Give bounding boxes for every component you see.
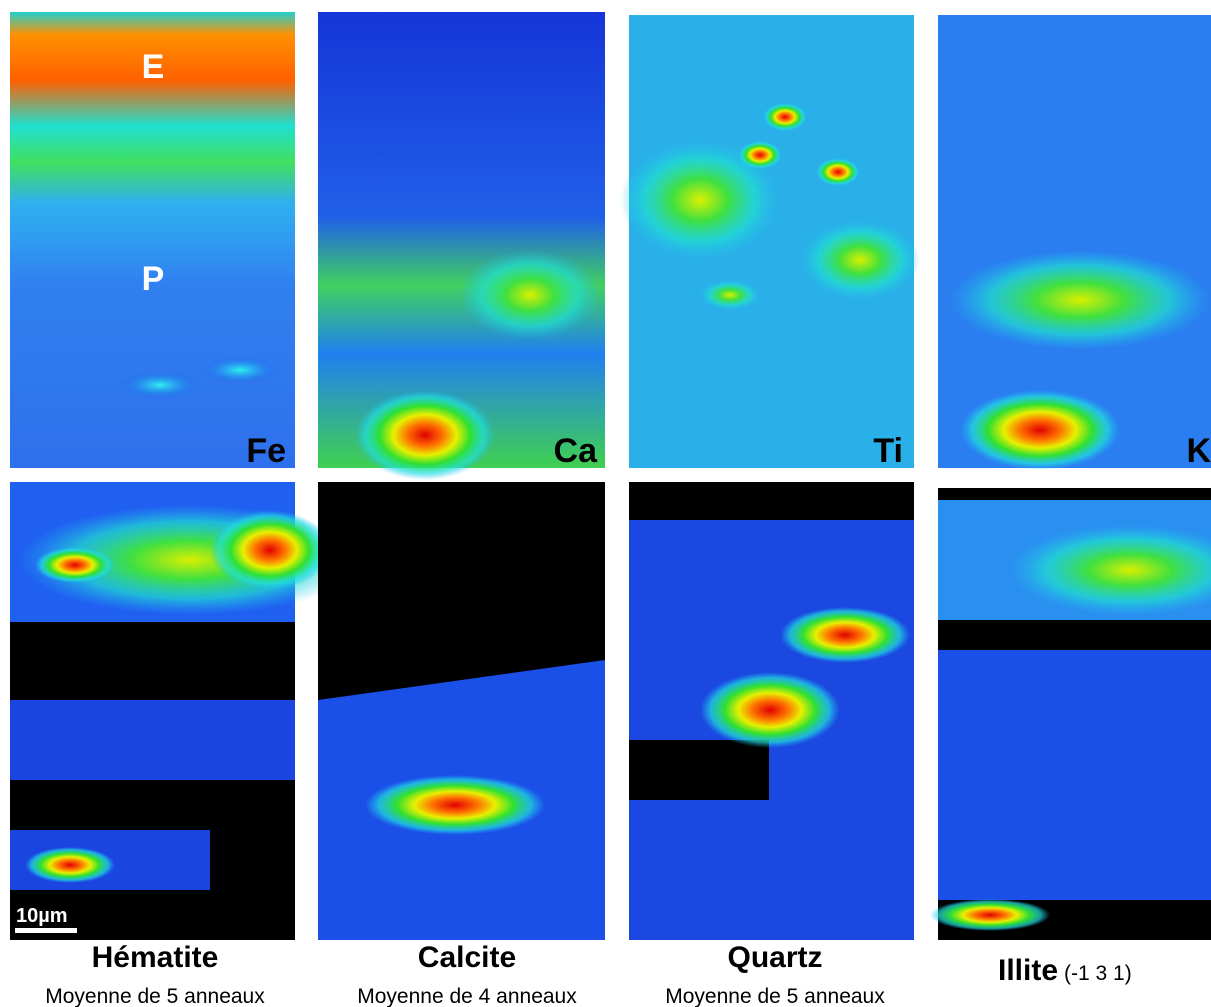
map-spot — [365, 775, 545, 835]
map-spot — [816, 158, 860, 186]
map-band — [938, 650, 1211, 900]
map-k — [938, 15, 1211, 468]
map-spot — [763, 103, 807, 131]
mineral-name: Quartz — [727, 941, 822, 974]
map-spot — [460, 250, 600, 340]
mineral-name: Hématite — [92, 941, 219, 974]
maps — [10, 12, 1211, 940]
map-spot — [200, 356, 280, 384]
map-ca — [318, 12, 605, 468]
element-label: Ca — [554, 432, 599, 470]
map-spot — [738, 141, 782, 169]
map-spot — [210, 510, 330, 590]
map-spot — [700, 280, 760, 310]
map-spot — [960, 390, 1120, 470]
scale-bar — [15, 928, 77, 933]
map-spot — [620, 140, 780, 260]
map-band — [10, 700, 295, 780]
map-spot — [35, 547, 115, 583]
zone-label: E — [142, 48, 165, 86]
element-label: Ti — [873, 432, 903, 470]
map-spot — [700, 672, 840, 748]
map-spot — [930, 899, 1050, 931]
map-spot — [355, 390, 495, 480]
element-label: Fe — [246, 432, 286, 470]
mineral-indices: (-1 3 1) — [1064, 962, 1132, 985]
map-spot — [780, 607, 910, 663]
element-label: K — [1186, 432, 1211, 470]
map-band — [629, 740, 769, 800]
map-spot — [1010, 525, 1211, 615]
mineral-note: Moyenne de 5 anneaux — [45, 985, 265, 1007]
map-spot — [800, 220, 920, 300]
map-spot — [120, 371, 200, 399]
map-spot — [25, 847, 115, 883]
mineral-name: Illite — [998, 954, 1058, 987]
mineral-name: Calcite — [418, 941, 516, 974]
mineral-note: Moyenne de 5 anneaux — [665, 985, 885, 1007]
zone-label: P — [142, 260, 165, 298]
mineral-note: Moyenne de 4 anneaux — [357, 985, 577, 1007]
labels: E P Fe Ca Ti K 10µm Hématite Moyenne de … — [15, 48, 1211, 1007]
map-spot — [950, 250, 1210, 350]
scale-bar-label: 10µm — [16, 905, 68, 927]
